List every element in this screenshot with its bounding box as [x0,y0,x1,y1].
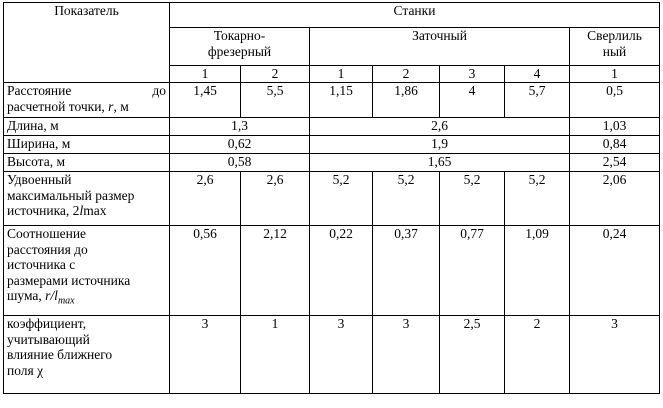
table-cell: 0,58 [169,153,310,172]
table-cell: 2,6 [309,117,570,136]
table-cell: 1,15 [309,82,373,118]
header-drilling-line1: Сверлиль [587,28,642,44]
header-drilling-line2: ный [602,43,627,59]
table-cell: 0,62 [169,135,310,154]
row-ratio: Соотношение расстояния до источника с ра… [3,225,661,316]
row-ratio-label: Соотношение расстояния до источника с ра… [3,225,170,316]
row-width: Ширина, м 0,62 1,9 0,84 [3,135,661,154]
row-coefficient: коэффициент, учитывающий влияние ближнег… [3,315,661,394]
header-num: 1 [568,65,661,83]
table-cell: 0,56 [169,225,241,316]
header-num: 1 [169,65,241,83]
row-coefficient-label: коэффициент, учитывающий влияние ближнег… [3,315,170,394]
table-cell: 2,06 [568,171,661,226]
table-cell: 5,7 [504,82,570,118]
header-num: 3 [439,65,505,83]
header-num: 1 [309,65,373,83]
table-cell: 0,22 [309,225,373,316]
table-cell: 0,84 [568,135,661,154]
table-cell: 2,54 [568,153,661,172]
row-length-label: Длина, м [3,117,170,136]
header-turning-milling: Токарно- фрезерный [169,27,310,66]
table-cell: 2 [504,315,570,394]
table-cell: 1 [240,315,310,394]
table-cell: 2,12 [240,225,310,316]
header-turning-milling-line2: фрезерный [207,43,272,59]
row-distance-label-line1: Расстояние до [7,83,166,99]
header-num: 4 [504,65,570,83]
row-length: Длина, м 1,3 2,6 1,03 [3,117,661,136]
table-cell: 0,24 [568,225,661,316]
header-row-1: Показатель Станки [3,2,661,83]
table-cell: 1,09 [504,225,570,316]
table-cell: 0,77 [439,225,505,316]
header-drilling: Сверлиль ный [568,27,661,66]
table-cell: 5,2 [309,171,373,226]
table-cell: 2,6 [169,171,241,226]
table-cell: 3 [309,315,373,394]
header-turning-milling-line1: Токарно- [213,28,266,44]
row-double-size-label: Удвоенный максимальный размер источника,… [3,171,170,226]
header-indicator: Показатель [3,2,170,83]
table-cell: 2,6 [240,171,310,226]
row-distance: Расстояние до расчетной точки, r, м 1,45 … [3,82,661,118]
table-cell: 3 [568,315,661,394]
row-height: Высота, м 0,58 1,65 2,54 [3,153,661,172]
table-cell: 0,5 [568,82,661,118]
row-distance-label-line2: расчетной точки, r, м [7,98,129,114]
table-cell: 4 [439,82,505,118]
header-sharpening: Заточный [309,27,570,66]
table-cell: 5,5 [240,82,310,118]
header-machines: Станки [168,2,661,28]
row-height-label: Высота, м [3,153,170,172]
table-cell: 1,86 [372,82,440,118]
row-width-label: Ширина, м [3,135,170,154]
table-cell: 1,3 [169,117,310,136]
table-cell: 1,9 [309,135,570,154]
table-cell: 1,65 [309,153,570,172]
table-cell: 3 [169,315,241,394]
header-num: 2 [240,65,310,83]
table-cell: 1,03 [568,117,661,136]
row-double-size: Удвоенный максимальный размер источника,… [3,171,661,226]
table-cell: 0,37 [372,225,440,316]
table-cell: 2,5 [439,315,505,394]
table-cell: 3 [372,315,440,394]
header-row-2: Токарно- фрезерный Заточный Сверлиль ный [4,27,661,66]
machines-noise-table: Показатель Станки Токарно- фрезерный Зат… [3,2,661,394]
row-distance-label: Расстояние до расчетной точки, r, м [3,82,170,118]
table-cell: 5,2 [439,171,505,226]
header-num: 2 [372,65,440,83]
table-cell: 5,2 [372,171,440,226]
table-cell: 1,45 [169,82,241,118]
table-cell: 5,2 [504,171,570,226]
